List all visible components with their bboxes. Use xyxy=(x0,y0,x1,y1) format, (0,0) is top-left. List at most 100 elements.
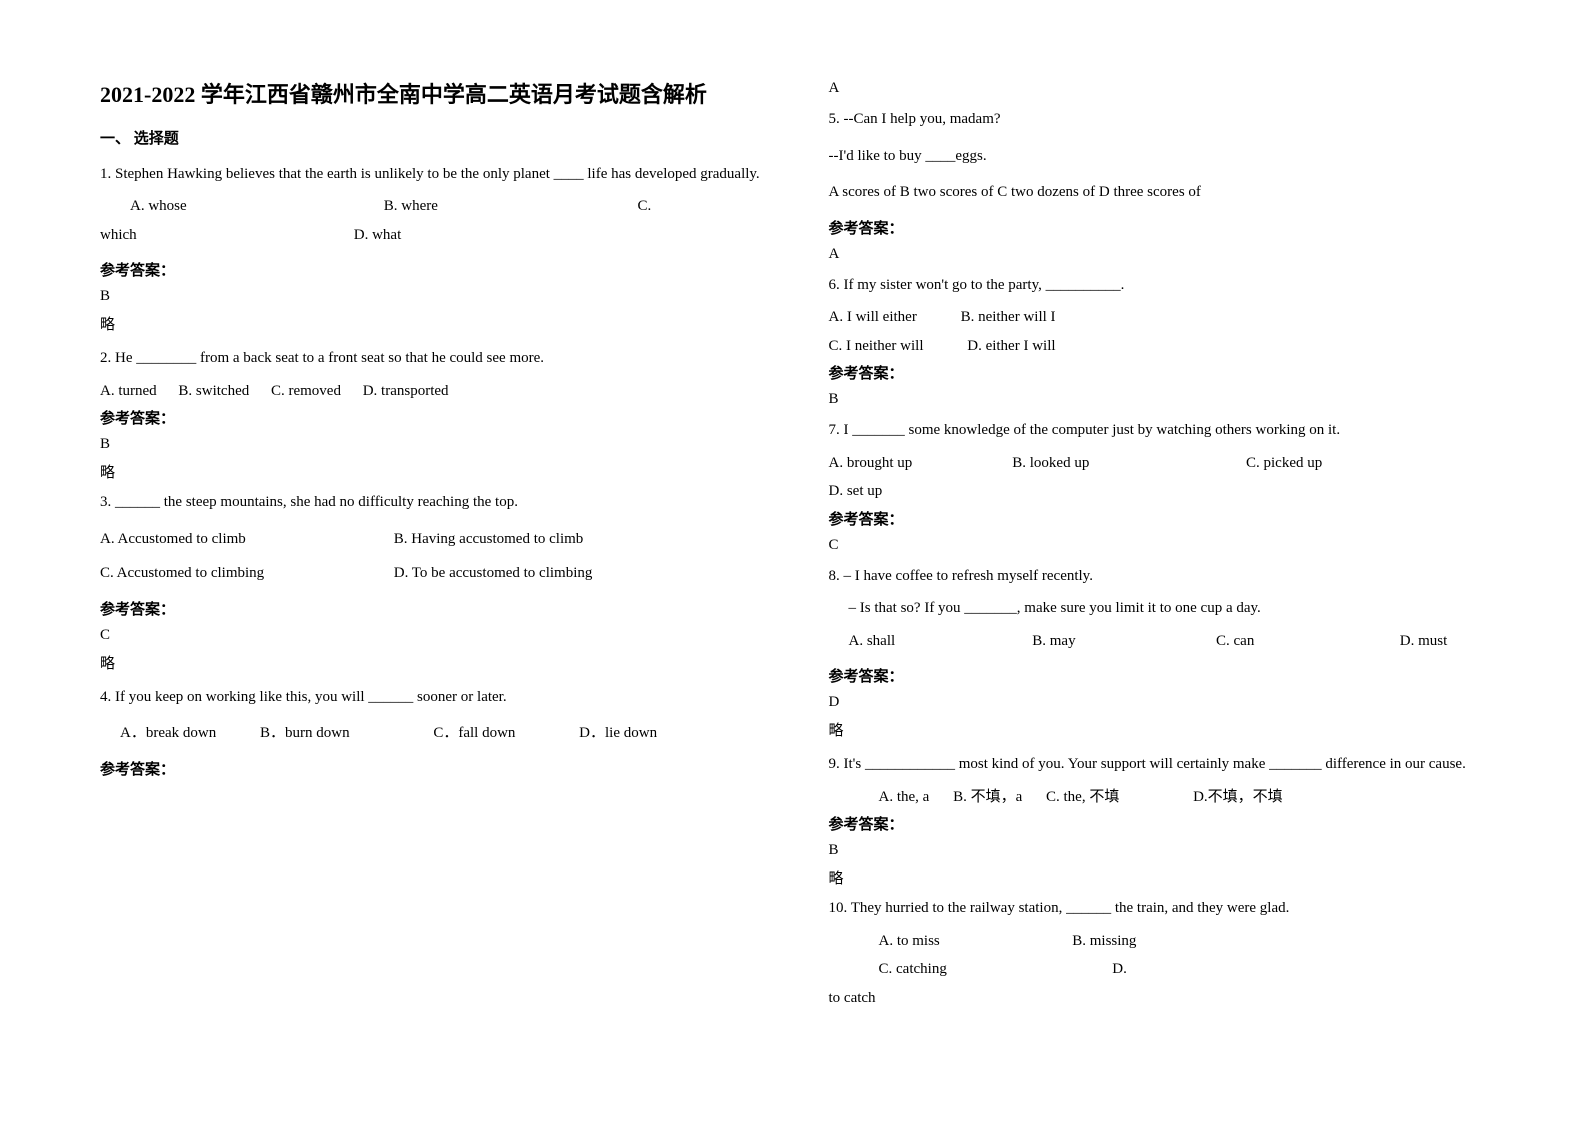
q2-opt-c: C. removed xyxy=(271,377,341,406)
q1-options-row1: A. whose B. where C. xyxy=(100,192,779,221)
q1-opt-c: C. xyxy=(638,192,652,221)
q7-answer-label: 参考答案： xyxy=(829,508,1508,529)
q1-answer: B xyxy=(100,288,779,305)
q5-stem2: --I'd like to buy ____eggs. xyxy=(829,142,1508,171)
q10-stem: 10. They hurried to the railway station,… xyxy=(829,894,1508,923)
q8-opt-a: A. shall xyxy=(849,627,999,656)
q1-answer-label: 参考答案： xyxy=(100,259,779,280)
q8-opt-c: C. can xyxy=(1216,627,1366,656)
q6-stem: 6. If my sister won't go to the party, _… xyxy=(829,271,1508,300)
q3-note: 略 xyxy=(100,652,779,673)
q6-opt-a: A. I will either xyxy=(829,303,917,332)
question-4: 4. If you keep on working like this, you… xyxy=(100,683,779,779)
question-3: 3. ______ the steep mountains, she had n… xyxy=(100,488,779,673)
q7-opt-c: C. picked up xyxy=(1246,449,1396,478)
q9-options: A. the, a B. 不填，a C. the, 不填 D.不填，不填 xyxy=(829,783,1508,812)
q1-opt-b: B. where xyxy=(384,192,604,221)
q8-note: 略 xyxy=(829,719,1508,740)
q10-opt-b: B. missing xyxy=(1072,927,1332,956)
q4-answer: A xyxy=(829,80,1508,97)
question-10: 10. They hurried to the railway station,… xyxy=(829,894,1508,1012)
q2-answer-label: 参考答案： xyxy=(100,407,779,428)
q8-stem1: 8. – I have coffee to refresh myself rec… xyxy=(829,562,1508,591)
q9-answer-label: 参考答案： xyxy=(829,813,1508,834)
q4-opt-d: D．lie down xyxy=(579,719,657,748)
q10-opt-c: C. catching xyxy=(879,955,1079,984)
q2-opt-a: A. turned xyxy=(100,377,157,406)
q7-opt-a: A. brought up xyxy=(829,449,979,478)
q2-stem: 2. He ________ from a back seat to a fro… xyxy=(100,344,779,373)
q7-stem: 7. I _______ some knowledge of the compu… xyxy=(829,416,1508,445)
q4-opt-c: C．fall down xyxy=(433,719,515,748)
q10-opt-d-cont: to catch xyxy=(829,984,876,1013)
q2-opt-d: D. transported xyxy=(363,377,449,406)
q2-note: 略 xyxy=(100,461,779,482)
q9-opt-d: D.不填，不填 xyxy=(1193,783,1283,812)
q1-opt-a: A. whose xyxy=(100,192,350,221)
q6-options-row2: C. I neither will D. either I will xyxy=(829,332,1508,361)
q2-opt-b: B. switched xyxy=(178,377,249,406)
q5-stem1: 5. --Can I help you, madam? xyxy=(829,105,1508,134)
question-2: 2. He ________ from a back seat to a fro… xyxy=(100,344,779,482)
q8-opt-b: B. may xyxy=(1032,627,1182,656)
question-7: 7. I _______ some knowledge of the compu… xyxy=(829,416,1508,554)
q9-answer: B xyxy=(829,842,1508,859)
q3-options-row1: A. Accustomed to climb B. Having accusto… xyxy=(100,525,779,554)
left-column: 2021-2022 学年江西省赣州市全南中学高二英语月考试题含解析 一、 选择题… xyxy=(100,80,799,1082)
q6-opt-b: B. neither will I xyxy=(961,303,1056,332)
q4-stem: 4. If you keep on working like this, you… xyxy=(100,683,779,712)
q3-opt-b: B. Having accustomed to climb xyxy=(394,525,584,554)
q6-opt-c: C. I neither will xyxy=(829,332,924,361)
q10-opt-a: A. to miss xyxy=(879,927,1039,956)
q6-answer: B xyxy=(829,391,1508,408)
q1-stem: 1. Stephen Hawking believes that the ear… xyxy=(100,160,779,189)
q8-answer-label: 参考答案： xyxy=(829,665,1508,686)
q3-answer: C xyxy=(100,627,779,644)
q3-answer-label: 参考答案： xyxy=(100,598,779,619)
q10-options-row2: to catch xyxy=(829,984,1508,1013)
q1-opt-d: D. what xyxy=(354,221,402,250)
question-8: 8. – I have coffee to refresh myself rec… xyxy=(829,562,1508,741)
q8-stem2: – Is that so? If you _______, make sure … xyxy=(829,594,1508,623)
q6-options-row1: A. I will either B. neither will I xyxy=(829,303,1508,332)
question-1: 1. Stephen Hawking believes that the ear… xyxy=(100,160,779,335)
q1-options-row2: which D. what xyxy=(100,221,779,250)
q1-opt-c-cont: which xyxy=(100,221,320,250)
q9-opt-b: B. 不填，a xyxy=(953,783,1022,812)
q10-options-row1: A. to miss B. missing C. catching D. xyxy=(829,927,1508,984)
q4-opt-a: A．break down xyxy=(120,719,216,748)
q2-answer: B xyxy=(100,436,779,453)
question-9: 9. It's ____________ most kind of you. Y… xyxy=(829,750,1508,888)
q4-answer-label: 参考答案： xyxy=(100,758,779,779)
right-column: A 5. --Can I help you, madam? --I'd like… xyxy=(829,80,1528,1082)
q4-options: A．break down B．burn down C．fall down D．l… xyxy=(100,719,779,748)
q7-opt-d: D. set up xyxy=(829,477,883,506)
q3-opt-c: C. Accustomed to climbing xyxy=(100,559,360,588)
section-heading: 一、 选择题 xyxy=(100,127,779,148)
q5-answer-label: 参考答案： xyxy=(829,217,1508,238)
q3-stem: 3. ______ the steep mountains, she had n… xyxy=(100,488,779,517)
q4-opt-b: B．burn down xyxy=(260,719,350,748)
q3-options-row2: C. Accustomed to climbing D. To be accus… xyxy=(100,559,779,588)
doc-title: 2021-2022 学年江西省赣州市全南中学高二英语月考试题含解析 xyxy=(100,80,779,111)
q5-answer: A xyxy=(829,246,1508,263)
q9-stem: 9. It's ____________ most kind of you. Y… xyxy=(829,750,1508,779)
question-5: 5. --Can I help you, madam? --I'd like t… xyxy=(829,105,1508,263)
q3-opt-a: A. Accustomed to climb xyxy=(100,525,360,554)
q5-options: A scores of B two scores of C two dozens… xyxy=(829,178,1508,207)
q6-answer-label: 参考答案： xyxy=(829,362,1508,383)
q8-answer: D xyxy=(829,694,1508,711)
q8-options: A. shall B. may C. can D. must xyxy=(829,627,1508,656)
q7-opt-b: B. looked up xyxy=(1012,449,1212,478)
question-6: 6. If my sister won't go to the party, _… xyxy=(829,271,1508,409)
q6-opt-d: D. either I will xyxy=(967,332,1055,361)
q9-opt-a: A. the, a xyxy=(879,783,930,812)
q7-options: A. brought up B. looked up C. picked up … xyxy=(829,449,1508,506)
q9-opt-c: C. the, 不填 xyxy=(1046,783,1119,812)
q9-note: 略 xyxy=(829,867,1508,888)
q7-answer: C xyxy=(829,537,1508,554)
q3-opt-d: D. To be accustomed to climbing xyxy=(394,559,593,588)
q10-opt-d: D. xyxy=(1112,955,1127,984)
page: 2021-2022 学年江西省赣州市全南中学高二英语月考试题含解析 一、 选择题… xyxy=(0,0,1587,1122)
q8-opt-d: D. must xyxy=(1400,627,1448,656)
